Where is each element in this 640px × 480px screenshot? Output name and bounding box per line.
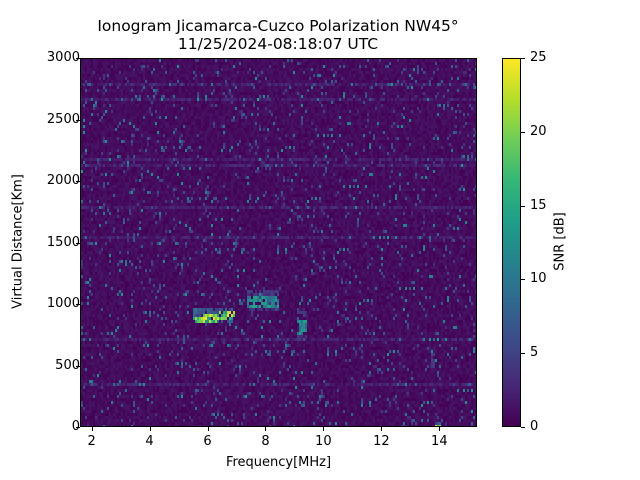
y-tick-mark [76,427,80,428]
x-tick-label: 6 [203,434,212,449]
y-tick-mark [76,58,80,59]
colorbar-label: SNR [dB] [552,212,568,271]
colorbar-tick-label: 25 [530,50,547,65]
x-tick-label: 2 [87,434,96,449]
y-tick-label: 3000 [46,50,80,65]
chart-title: Ionogram Jicamarca-Cuzco Polarization NW… [97,17,459,35]
y-tick-label: 2000 [46,173,80,188]
colorbar-tick-mark [521,353,525,355]
y-tick-label: 2500 [46,111,80,127]
x-axis-label: Frequency[MHz] [225,455,332,470]
y-tick-mark [76,304,80,305]
x-tick-mark [149,427,151,431]
y-tick-mark [76,181,80,182]
x-tick-mark [381,427,383,431]
ionogram-heatmap [81,59,476,426]
x-tick-mark [207,427,209,431]
x-tick-mark [439,427,441,431]
y-tick-label: 1500 [46,234,80,250]
colorbar [502,58,521,427]
plot-area [80,58,477,427]
colorbar-tick-label: 0 [530,419,539,434]
y-tick-mark [76,119,80,121]
y-axis-label: Virtual Distance[Km] [10,174,26,309]
x-tick-mark [265,427,267,431]
y-tick-label: 0 [71,419,80,434]
colorbar-tick-label: 20 [530,123,547,139]
colorbar-tick-mark [521,58,525,59]
colorbar-tick-label: 15 [530,197,547,213]
y-tick-label: 1000 [46,296,80,311]
colorbar-tick-mark [521,205,525,207]
x-tick-label: 14 [431,434,448,449]
y-tick-mark [76,365,80,367]
colorbar-tick-mark [521,427,525,428]
x-tick-label: 12 [373,434,390,449]
y-tick-mark [76,242,80,244]
y-tick-label: 500 [55,357,80,373]
x-tick-label: 10 [315,434,332,449]
chart-subtitle: 11/25/2024-08:18:07 UTC [177,35,379,53]
x-tick-label: 8 [261,434,270,449]
colorbar-tick-label: 5 [530,345,539,361]
colorbar-tick-label: 10 [530,271,547,287]
colorbar-tick-mark [521,131,525,133]
x-tick-label: 4 [145,434,154,449]
x-tick-mark [91,427,93,431]
colorbar-tick-mark [521,279,525,281]
x-tick-mark [323,427,325,431]
